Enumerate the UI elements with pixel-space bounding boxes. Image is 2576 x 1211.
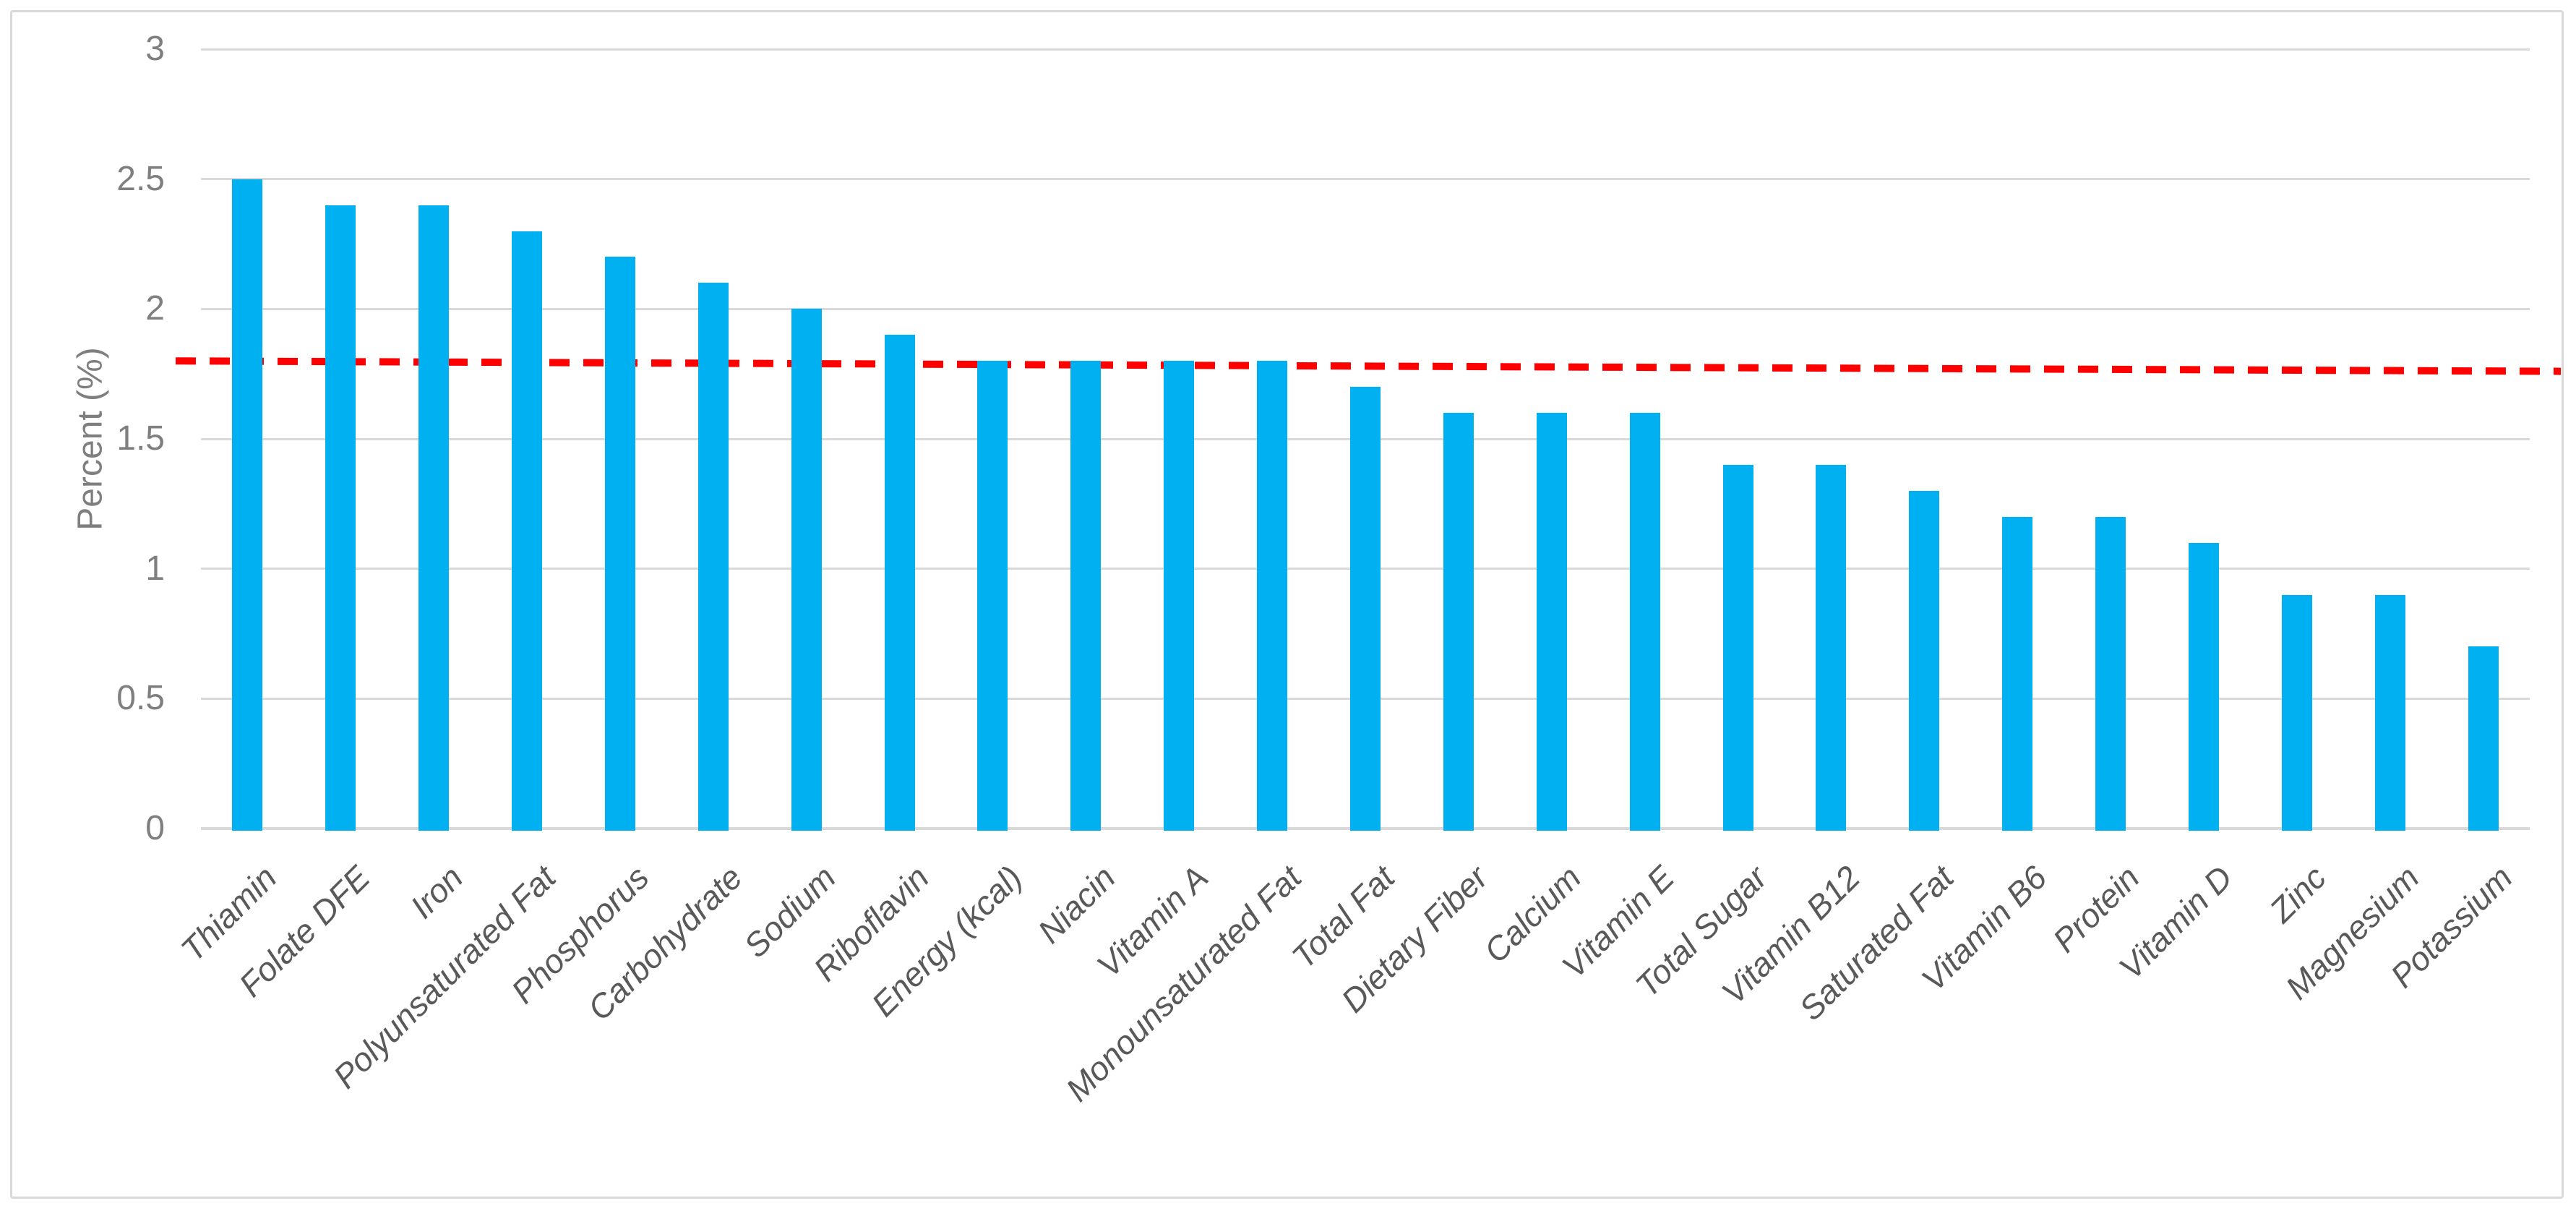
y-tick-0: 0: [145, 809, 165, 847]
bar-thiamin: [232, 179, 263, 831]
bar-vitamin-d: [2188, 542, 2219, 831]
gridline-2: [201, 307, 2530, 310]
y-tick-2: 2: [145, 289, 165, 328]
y-tick-2-5: 2.5: [116, 159, 165, 198]
bar-total-fat: [1350, 387, 1381, 831]
bar-vitamin-b6: [2002, 516, 2033, 831]
bar-monounsaturated-fat: [1257, 361, 1288, 831]
bar-polyunsaturated-fat: [512, 231, 543, 831]
bar-protein: [2095, 516, 2126, 831]
bar-dietary-fiber: [1443, 413, 1474, 831]
bar-calcium: [1536, 413, 1567, 831]
y-tick-1-5: 1.5: [116, 419, 165, 458]
y-tick-3: 3: [145, 30, 165, 68]
bar-total-sugar: [1722, 464, 1753, 831]
gridline-2.5: [201, 178, 2530, 181]
bar-folate-dfe: [325, 205, 356, 831]
y-tick-1: 1: [145, 549, 165, 588]
y-tick-0-5: 0.5: [116, 679, 165, 718]
bar-carbohydrate: [697, 283, 729, 831]
trendline: [175, 357, 2562, 375]
bar-iron: [418, 205, 450, 831]
bar-vitamin-a: [1164, 361, 1195, 831]
bar-magnesium: [2374, 594, 2405, 831]
bar-sodium: [791, 309, 822, 831]
bar-saturated-fat: [1909, 490, 1940, 831]
bar-niacin: [1070, 361, 1102, 831]
bar-zinc: [2281, 594, 2312, 831]
bar-vitamin-e: [1629, 413, 1660, 831]
gridline-3: [201, 48, 2530, 51]
bar-riboflavin: [884, 335, 915, 831]
bar-energy-kcal: [977, 361, 1008, 831]
bar-potassium: [2468, 646, 2499, 831]
bar-phosphorus: [604, 257, 635, 831]
bar-vitamin-b12: [1816, 464, 1847, 831]
